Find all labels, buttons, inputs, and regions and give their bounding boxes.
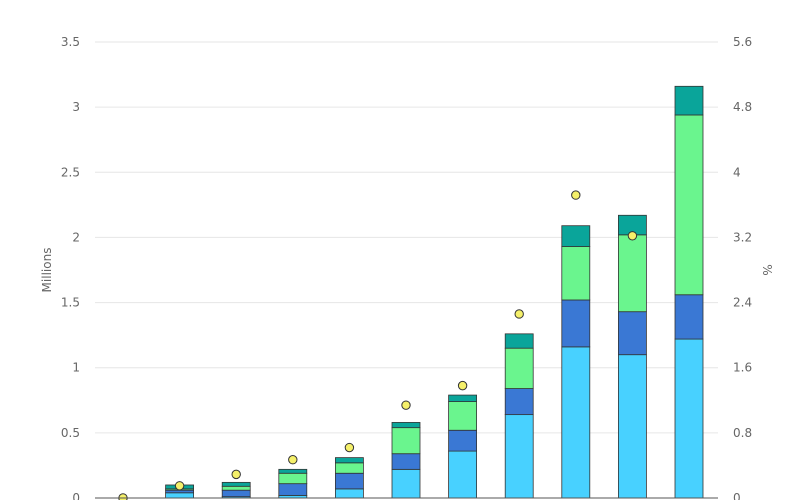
line-point <box>231 469 241 480</box>
bar-segment <box>221 489 251 498</box>
bar-segment <box>221 485 251 491</box>
bar-segment <box>674 294 704 340</box>
bar-segment <box>278 483 308 496</box>
bar-segment <box>618 311 647 356</box>
right-tick-label: 0.8 <box>733 426 752 440</box>
line-point <box>571 190 581 200</box>
line-point <box>288 455 298 465</box>
left-tick-label: 3.5 <box>61 35 80 49</box>
bar-segment <box>448 429 478 452</box>
line-point <box>627 231 638 241</box>
bar-segment <box>618 234 647 313</box>
right-tick-label: 1.6 <box>733 361 752 375</box>
right-tick-label: 0 <box>733 491 741 500</box>
bar-segment <box>391 453 421 470</box>
bar-stack <box>504 333 534 499</box>
right-tick-label: 4 <box>733 165 741 179</box>
bar-segment <box>561 225 591 247</box>
left-tick-label: 3 <box>72 100 80 114</box>
bar-stack <box>278 468 308 499</box>
line-point <box>401 400 411 410</box>
bar-segment <box>504 333 534 349</box>
right-axis-title: % <box>760 264 774 275</box>
bar-stack <box>674 85 704 499</box>
right-tick-label: 2.4 <box>733 296 752 310</box>
bar-segment <box>674 338 704 499</box>
left-tick-label: 1 <box>72 361 80 375</box>
bar-segment <box>391 422 421 429</box>
left-axis-title: Millions <box>40 248 54 293</box>
bar-segment <box>448 450 478 499</box>
bar-segment <box>561 246 591 301</box>
bar-segment <box>448 394 478 402</box>
bar-segment <box>165 492 195 499</box>
bar-stack <box>618 214 647 499</box>
bar-segment <box>504 414 534 499</box>
bar-segment <box>334 457 364 464</box>
line-point <box>118 493 128 500</box>
bar-segment <box>561 299 591 348</box>
gridlines <box>95 41 718 434</box>
line-point <box>457 380 468 391</box>
bar-segment <box>334 472 364 490</box>
line-point <box>514 309 524 319</box>
bar-segment <box>334 462 364 474</box>
right-tick-label: 5.6 <box>733 35 752 49</box>
left-tick-label: 2 <box>72 230 80 244</box>
bar-segment <box>221 481 251 487</box>
right-tick-label: 3.2 <box>733 230 752 244</box>
bar-segment <box>674 85 704 116</box>
bar-stack <box>448 394 478 499</box>
bar-segment <box>334 488 364 499</box>
bar-groups <box>165 85 704 499</box>
line-markers <box>118 190 638 500</box>
bar-segment <box>278 468 308 474</box>
left-tick-label: 0 <box>72 491 80 500</box>
bar-segment <box>504 347 534 389</box>
left-tick-label: 1.5 <box>61 296 80 310</box>
bar-segment <box>561 346 591 499</box>
bar-segment <box>278 472 308 485</box>
right-tick-label: 4.8 <box>733 100 752 114</box>
left-tick-label: 2.5 <box>61 165 80 179</box>
bar-segment <box>504 388 534 416</box>
bar-stack <box>334 457 364 499</box>
left-axis-ticks: 0 0.5 1 1.5 2 2.5 3 3.5 <box>61 35 80 500</box>
bar-stack <box>221 481 251 499</box>
right-axis-ticks: 0 0.8 1.6 2.4 3.2 4 4.8 5.6 <box>733 35 752 500</box>
left-tick-label: 0.5 <box>61 426 80 440</box>
bar-segment <box>448 401 478 431</box>
bar-segment <box>391 427 421 455</box>
line-point <box>174 481 185 491</box>
bar-segment <box>391 468 421 499</box>
bar-segment <box>674 114 704 296</box>
bar-segment <box>618 354 647 499</box>
bar-stack <box>391 422 421 499</box>
bar-stack <box>561 225 591 499</box>
line-point <box>344 442 355 453</box>
